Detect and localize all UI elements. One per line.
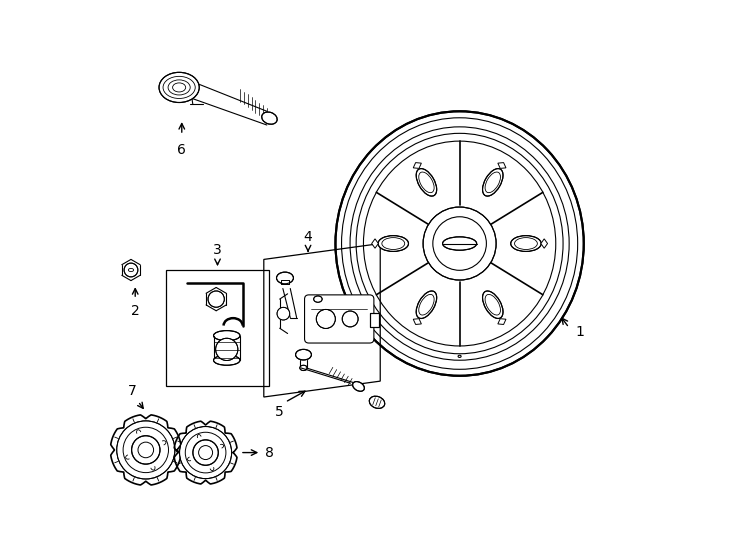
- Circle shape: [216, 338, 238, 361]
- Polygon shape: [413, 163, 421, 168]
- Text: 5: 5: [275, 406, 284, 420]
- Text: 4: 4: [304, 230, 313, 244]
- Bar: [281, 280, 288, 284]
- Ellipse shape: [443, 237, 476, 250]
- Ellipse shape: [277, 272, 294, 284]
- Bar: [370, 313, 379, 327]
- Bar: [370, 313, 379, 327]
- Ellipse shape: [299, 365, 308, 370]
- Ellipse shape: [511, 235, 541, 252]
- Ellipse shape: [482, 168, 503, 196]
- Ellipse shape: [262, 112, 277, 124]
- Ellipse shape: [378, 235, 409, 252]
- Ellipse shape: [352, 382, 364, 392]
- Circle shape: [316, 309, 335, 328]
- Text: 2: 2: [131, 305, 139, 319]
- Circle shape: [277, 307, 290, 320]
- Circle shape: [423, 207, 496, 280]
- Ellipse shape: [335, 111, 584, 376]
- Circle shape: [342, 311, 358, 327]
- Ellipse shape: [159, 72, 199, 103]
- Text: 7: 7: [128, 383, 137, 397]
- Polygon shape: [413, 319, 421, 325]
- Text: 1: 1: [575, 325, 584, 339]
- Ellipse shape: [296, 349, 311, 360]
- Ellipse shape: [482, 291, 503, 319]
- Text: 6: 6: [178, 143, 186, 157]
- Polygon shape: [498, 163, 506, 168]
- Ellipse shape: [214, 330, 240, 341]
- Ellipse shape: [313, 296, 322, 302]
- Ellipse shape: [416, 291, 437, 319]
- FancyBboxPatch shape: [305, 295, 374, 343]
- Circle shape: [131, 436, 160, 464]
- Polygon shape: [541, 239, 548, 248]
- Ellipse shape: [214, 355, 240, 365]
- Bar: [166, 270, 269, 387]
- Text: 8: 8: [265, 446, 274, 460]
- Circle shape: [124, 263, 138, 277]
- Circle shape: [117, 421, 175, 479]
- Bar: [281, 280, 288, 284]
- Ellipse shape: [416, 168, 437, 196]
- Polygon shape: [371, 239, 378, 248]
- Ellipse shape: [369, 396, 385, 408]
- Text: 3: 3: [213, 243, 222, 256]
- Polygon shape: [498, 319, 506, 325]
- Circle shape: [208, 291, 225, 307]
- Circle shape: [180, 427, 232, 478]
- Circle shape: [193, 440, 218, 465]
